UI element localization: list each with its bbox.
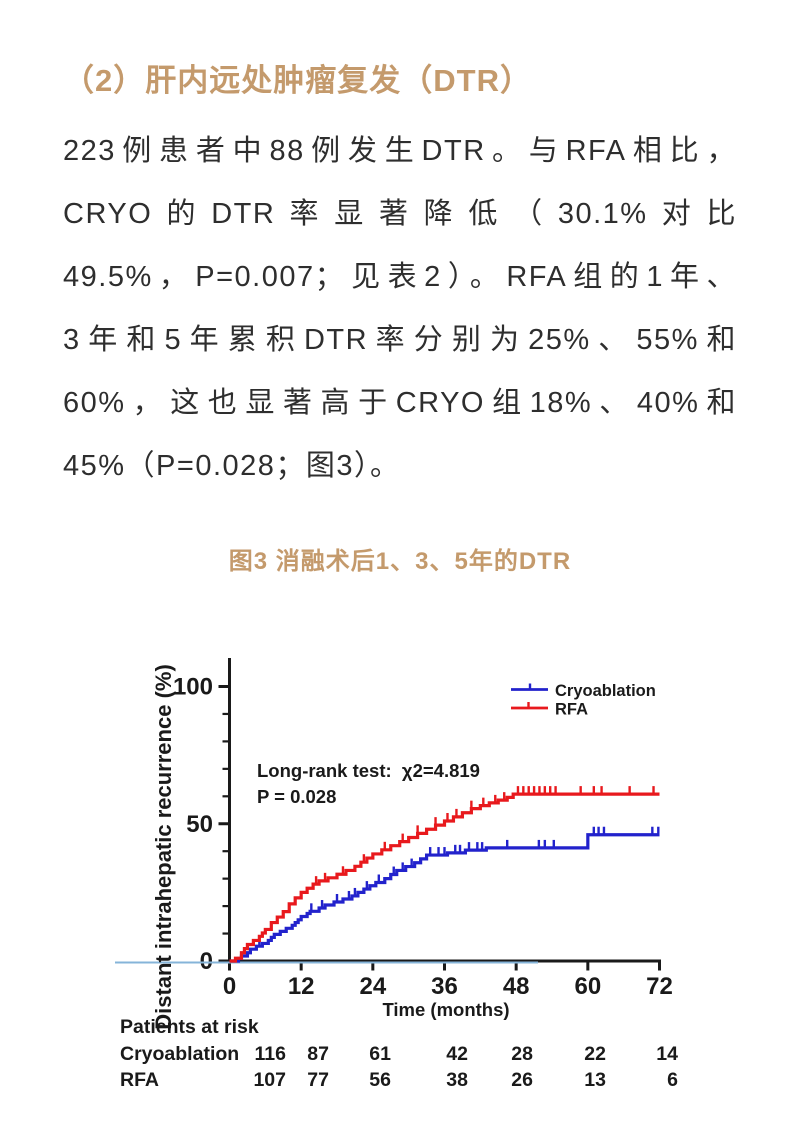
- km-curve-chart: 0501000122436486072 Distant intrahepatic…: [115, 658, 678, 1091]
- survival-curves: [115, 786, 660, 964]
- at-risk-count: 77: [307, 1069, 329, 1091]
- at-risk-count: 87: [307, 1043, 329, 1065]
- at-risk-row-label-cryoablation: Cryoablation: [120, 1043, 239, 1065]
- legend-label-cryoablation: Cryoablation: [555, 682, 656, 700]
- paragraph-line: 49.5%，P=0.007；见表2）。RFA组的1年、: [63, 261, 737, 293]
- axis-ticks: 0501000122436486072: [173, 674, 673, 1001]
- legend-label-rfa: RFA: [555, 701, 588, 719]
- at-risk-title: Patients at risk: [120, 1016, 259, 1038]
- section-heading: （2）肝内远处肿瘤复发（DTR）: [63, 63, 532, 98]
- at-risk-count: 56: [369, 1069, 391, 1091]
- paragraph-line: 3年和5年累积DTR率分别为25%、55%和: [63, 324, 737, 356]
- legend: Cryoablation RFA: [511, 682, 656, 719]
- at-risk-count: 26: [511, 1069, 533, 1091]
- at-risk-count: 61: [369, 1043, 391, 1065]
- x-tick-label: 36: [431, 973, 458, 1000]
- x-axis-label: Time (months): [382, 999, 509, 1020]
- x-tick-label: 72: [646, 973, 673, 1000]
- figure-chart: 0501000122436486072 Distant intrahepatic…: [0, 600, 800, 1141]
- paragraph-line: CRYO的DTR率显著降低（30.1%对比: [63, 198, 737, 230]
- logrank-test-text: Long-rank test: χ2=4.819: [257, 760, 480, 781]
- axes: [228, 658, 661, 963]
- at-risk-count: 14: [656, 1043, 678, 1065]
- x-tick-label: 0: [223, 973, 236, 1000]
- cryoablation-curve: [229, 833, 660, 963]
- at-risk-count: 42: [446, 1043, 468, 1065]
- at-risk-count: 13: [584, 1069, 606, 1091]
- x-tick-label: 24: [359, 973, 386, 1000]
- at-risk-count: 22: [584, 1043, 606, 1065]
- p-value-text: P = 0.028: [257, 786, 336, 807]
- x-tick-label: 12: [288, 973, 315, 1000]
- at-risk-row-label-rfa: RFA: [120, 1069, 159, 1091]
- paragraph-line: 45%（P=0.028；图3）。: [63, 450, 401, 482]
- at-risk-counts: 116 87 61 42 28 22 14 107 77 56 38 26 13 6: [253, 1043, 678, 1091]
- y-tick-label: 50: [186, 811, 213, 838]
- at-risk-count: 6: [667, 1069, 678, 1091]
- x-tick-label: 48: [503, 973, 530, 1000]
- at-risk-count: 38: [446, 1069, 468, 1091]
- at-risk-count: 116: [255, 1043, 287, 1065]
- rfa-curve: [229, 792, 660, 963]
- stats-annotation: Long-rank test: χ2=4.819 P = 0.028: [257, 760, 480, 807]
- paragraph-line: 60%，这也显著高于CRYO组18%、40%和: [63, 387, 737, 419]
- body-paragraph: 223例患者中88例发生DTR。与RFA相比， CRYO的DTR率显著降低（30…: [63, 120, 737, 498]
- y-tick-label: 100: [173, 674, 213, 701]
- y-axis-label: Distant intrahepatic recurrence (%): [151, 664, 176, 1030]
- at-risk-table: Patients at risk Cryoablation RFA 116 87 6…: [120, 1016, 678, 1091]
- paragraph-line: 223例患者中88例发生DTR。与RFA相比，: [63, 135, 737, 167]
- x-tick-label: 60: [574, 973, 601, 1000]
- at-risk-count: 28: [511, 1043, 533, 1065]
- figure-caption: 图3 消融术后1、3、5年的DTR: [228, 548, 572, 575]
- at-risk-count: 107: [253, 1069, 286, 1091]
